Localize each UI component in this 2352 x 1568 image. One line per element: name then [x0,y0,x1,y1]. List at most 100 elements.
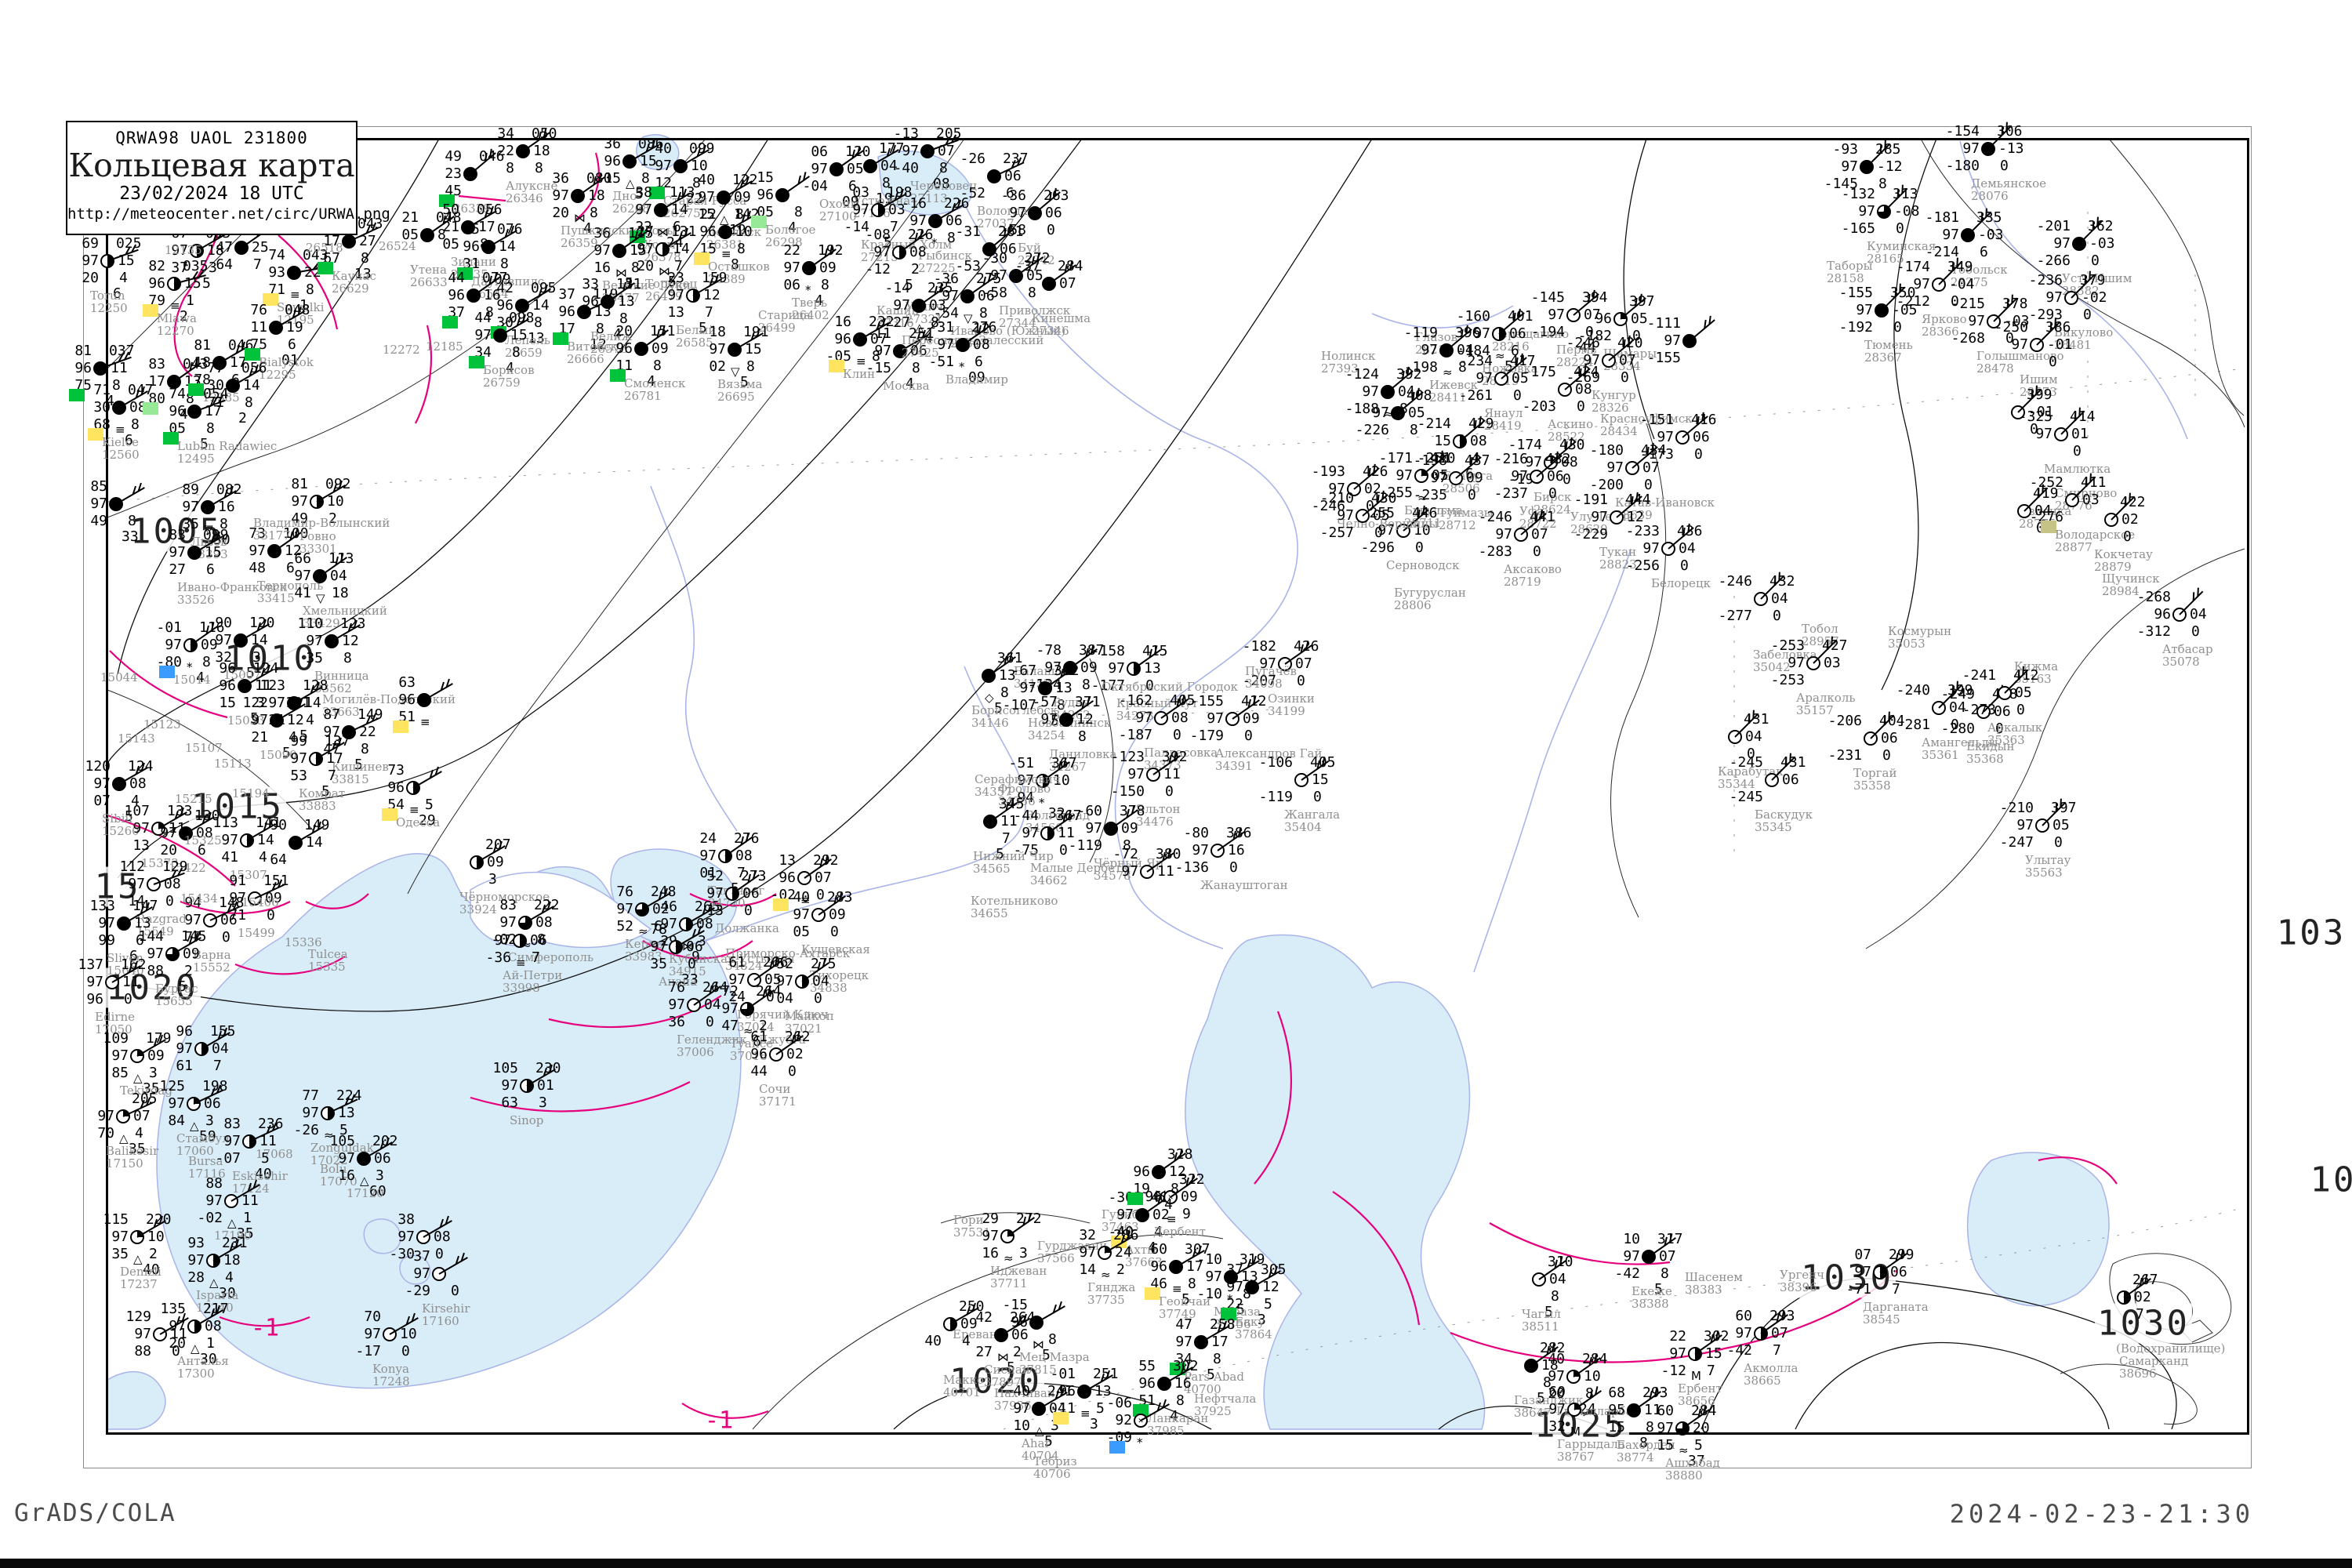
station-value-bl: 15 [1608,1419,1625,1436]
station-value-tl: -253 [1770,637,1805,654]
station-value-tr: 123 [340,615,366,632]
station-value-b2: 4 [613,326,622,343]
station-value-tl: 52 [776,956,793,972]
station-value-br: 8 [534,314,543,331]
station-value-br: 0 [1882,747,1891,764]
station-value-tr: 076 [497,221,523,238]
station-value-br: 7 [1773,1342,1781,1359]
station-value-br: 3 [376,1167,384,1184]
station-name-label: Баку 37864 [1235,1315,1272,1341]
station-value-br: 0 [830,924,839,940]
station-value-br: 0 [1694,446,1703,463]
station-value-br: 0 [1173,727,1181,743]
station-value-ml: 97 [291,493,308,510]
weather-symbol: ⋈ [657,225,669,239]
station-value-tr: 313 [1893,186,1918,202]
station-value-b2: 5 [200,436,209,452]
station-value-ml: 95 [1608,1402,1625,1418]
station-value-br: 0 [1313,789,1322,805]
station-value-b2: 4 [788,220,797,236]
station-value-tl: 32 [1079,1227,1096,1243]
station-value-tl: 91 [229,873,246,889]
station-value-ml: 97 [111,1047,129,1064]
station-value-tl: -174 [1896,259,1930,275]
station-name-label: Ай-Петри 33998 [503,968,563,995]
station-value-tr: 047 [128,382,154,398]
station-value-tr: 205 [936,125,962,142]
station-value-r: 06 [742,885,760,902]
station-value-bl: 15 [1657,1437,1674,1454]
station-value-br: 0 [1244,728,1253,744]
station-value-tl: 18 [709,324,726,340]
station-value-bl: 15 [604,170,621,187]
station-value-tr: 116 [199,619,225,636]
station-value-br: 8 [882,175,891,191]
station-value-r: 18 [223,1252,241,1269]
station-value-bl: -14 [844,219,869,235]
station-value-tr: 037 [109,343,135,359]
station-value-r: 06 [1547,468,1564,485]
station-value-bl: 49 [90,513,107,529]
station-value-br: 8 [206,420,215,437]
station-value-b2: 3 [1090,1416,1098,1432]
station-value-ml: 97 [111,1229,129,1245]
station-value-tr: 426 [1363,463,1388,480]
station-value-br: 8 [1646,1419,1654,1436]
station-value-r: 05 [1408,405,1425,421]
station-value-b2: 13 [528,330,545,347]
station-value-bl: 15 [698,206,715,223]
station-value-ml: 97 [1856,302,1873,318]
station-value-br: 0 [1644,477,1653,493]
station-value-br: 7 [213,1058,222,1074]
station-value-r: 06 [1994,703,2011,720]
station-value-bl: -296 [1360,539,1395,556]
station-value-r: 22 [304,264,321,281]
station-value-r: 09 [147,1047,165,1064]
station-value-tr: 080 [586,170,612,187]
station-value-r: 16 [1174,1375,1192,1392]
station-value-ml: 97 [1127,766,1145,782]
station-value-br: 0 [1680,557,1689,574]
station-value-b2: 4 [506,360,514,376]
crimea-landmass [470,871,652,949]
station-value-bl: -194 [1530,324,1565,340]
station-value-bl: -277 [1718,608,1752,624]
station-value-ml: 97 [1548,307,1565,323]
station-value-b2: 12 [590,336,607,353]
precip-marker-yellow [694,252,710,265]
station-value-ml: 97 [1430,470,1447,486]
station-value-tr: 230 [535,1060,561,1076]
station-value-ml: 93 [268,264,285,281]
station-value-tl: 22 [699,206,717,223]
station-value-r: 04 [330,568,347,584]
station-value-r: 24 [1115,1244,1132,1261]
precip-marker-lightgreen [751,216,767,228]
station-value-ml: 97 [909,212,927,229]
station-value-tr: 267 [2132,1272,2158,1288]
station-value-r: 06 [1881,730,1898,746]
station-value-tl: 82 [148,258,165,274]
sea-of-marmara [107,1370,166,1430]
station-value-r: -05 [1892,302,1918,318]
station-value-bl: -200 [1589,477,1624,493]
station-value-r: 06 [374,1150,391,1167]
precip-marker-green [245,348,260,361]
station-value-br: 0 [165,893,174,909]
station-value-r: 18 [533,143,550,159]
station-name-label: Пугачёв 34098 [1245,664,1297,691]
station-value-bl: -40 [893,160,919,176]
station-name-label: 15143 [118,731,155,746]
station-value-ml: 97 [501,1077,518,1094]
station-value-tl: 93 [187,1235,205,1251]
station-value-tr: 284 [1691,1403,1717,1419]
station-value-tr: 115 [628,225,654,241]
station-value-tr: 131 [671,223,697,240]
station-value-tl: 50 [442,201,459,218]
station-value-br: 6 [673,219,681,235]
station-value-tl: 40 [655,140,672,157]
station-value-bl: -261 [1458,387,1493,404]
precip-marker-yellow [88,428,103,441]
station-value-b2: 4 [180,406,188,423]
station-value-ml: 97 [1606,459,1624,476]
station-value-r: 06 [1509,325,1526,342]
